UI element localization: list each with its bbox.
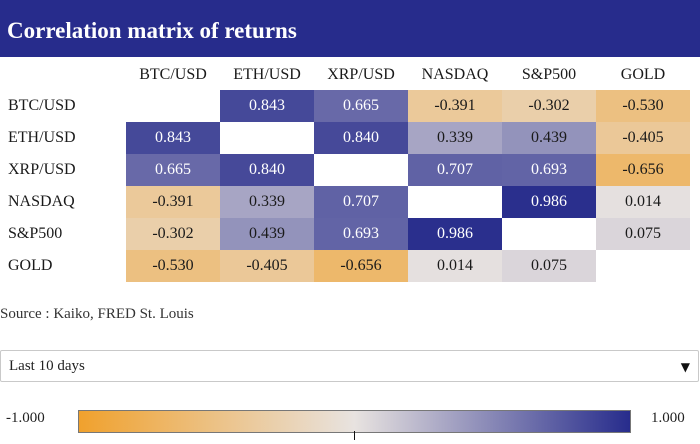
heatmap-cell: 0.014 bbox=[596, 186, 690, 218]
heatmap-cell: -0.405 bbox=[596, 122, 690, 154]
column-header-gold: GOLD bbox=[620, 66, 666, 83]
heatmap-cell: 0.339 bbox=[408, 122, 502, 154]
heatmap-cell: 0.843 bbox=[220, 90, 314, 122]
heatmap-cell: -0.656 bbox=[596, 154, 690, 186]
heatmap-cell bbox=[596, 250, 690, 282]
heatmap-cell: -0.302 bbox=[502, 90, 596, 122]
heatmap-cell: 0.986 bbox=[408, 218, 502, 250]
row-header-eth-usd: ETH/USD bbox=[8, 129, 76, 146]
heatmap-cell: 0.439 bbox=[502, 122, 596, 154]
heatmap-cell: 0.840 bbox=[220, 154, 314, 186]
heatmap-cell: 0.665 bbox=[314, 90, 408, 122]
heatmap-cell: 0.986 bbox=[502, 186, 596, 218]
heatmap-cell: 0.665 bbox=[126, 154, 220, 186]
correlation-heatmap: BTC/USD ETH/USD XRP/USD NASDAQ S&P500 GOLD BTC… bbox=[0, 57, 700, 283]
column-header-xrp-usd: XRP/USD bbox=[327, 66, 395, 83]
heatmap-cell bbox=[314, 154, 408, 186]
heatmap-cell: -0.530 bbox=[596, 90, 690, 122]
color-scale-bar bbox=[78, 410, 631, 433]
heatmap-cell: -0.391 bbox=[408, 90, 502, 122]
heatmap-cell: 0.707 bbox=[408, 154, 502, 186]
heatmap-cell: 0.439 bbox=[220, 218, 314, 250]
row-header-gold: GOLD bbox=[8, 257, 53, 274]
heatmap-cell: 0.693 bbox=[314, 218, 408, 250]
period-select-value: Last 10 days bbox=[9, 357, 85, 374]
heatmap-cell: -0.302 bbox=[126, 218, 220, 250]
legend-min-label: -1.000 bbox=[6, 410, 45, 426]
row-header-nasdaq: NASDAQ bbox=[8, 193, 75, 210]
heatmap-cell bbox=[220, 122, 314, 154]
heatmap-cell: 0.014 bbox=[408, 250, 502, 282]
heatmap-cell: 0.693 bbox=[502, 154, 596, 186]
heatmap-cell: 0.707 bbox=[314, 186, 408, 218]
heatmap-cell: -0.391 bbox=[126, 186, 220, 218]
chart-title: Correlation matrix of returns bbox=[0, 0, 700, 57]
color-scale-tick bbox=[354, 431, 355, 440]
column-header-s-p500: S&P500 bbox=[521, 66, 577, 83]
row-header-s-p500: S&P500 bbox=[8, 225, 63, 242]
column-header-btc-usd: BTC/USD bbox=[139, 66, 207, 83]
heatmap-cell bbox=[126, 90, 220, 122]
column-header-eth-usd: ETH/USD bbox=[233, 66, 301, 83]
row-header-btc-usd: BTC/USD bbox=[8, 97, 76, 114]
heatmap-cell bbox=[502, 218, 596, 250]
heatmap-cell: 0.339 bbox=[220, 186, 314, 218]
heatmap-cell: -0.405 bbox=[220, 250, 314, 282]
heatmap-cell: 0.075 bbox=[596, 218, 690, 250]
chevron-down-icon: ▼ bbox=[680, 360, 690, 374]
heatmap-cell: -0.656 bbox=[314, 250, 408, 282]
heatmap-cell: 0.843 bbox=[126, 122, 220, 154]
legend-max-label: 1.000 bbox=[651, 410, 685, 426]
source-note: Source : Kaiko, FRED St. Louis bbox=[0, 306, 194, 322]
column-header-nasdaq: NASDAQ bbox=[421, 66, 489, 83]
row-header-xrp-usd: XRP/USD bbox=[8, 161, 76, 178]
heatmap-cell bbox=[408, 186, 502, 218]
heatmap-cell: 0.840 bbox=[314, 122, 408, 154]
heatmap-cell: -0.530 bbox=[126, 250, 220, 282]
heatmap-cell: 0.075 bbox=[502, 250, 596, 282]
period-select[interactable]: Last 10 days ▼ bbox=[0, 350, 699, 382]
